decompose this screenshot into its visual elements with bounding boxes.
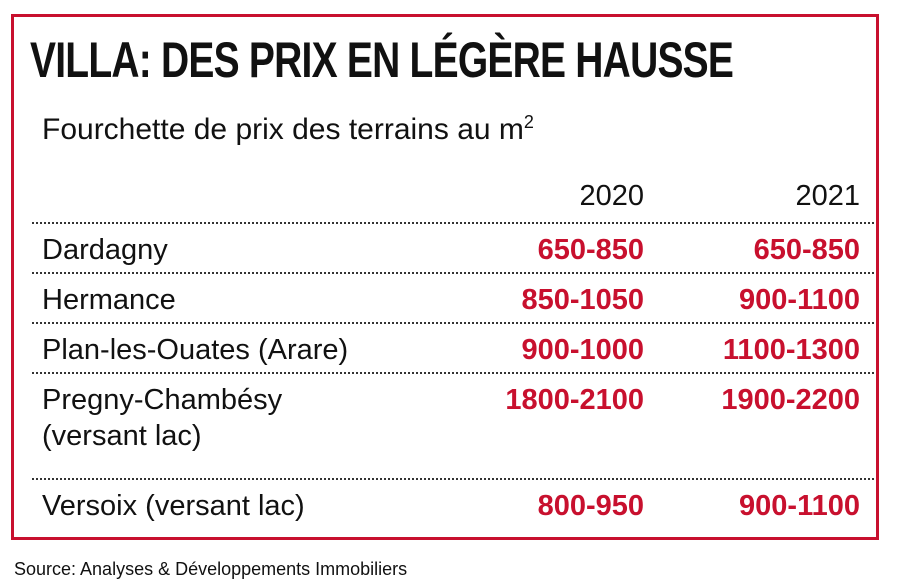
subtitle-superscript: 2 bbox=[523, 112, 534, 132]
value-2021: 1900-2200 bbox=[721, 384, 860, 416]
table-row: Versoix (versant lac) 800-950 900-1100 bbox=[32, 480, 874, 536]
value-2021: 900-1100 bbox=[739, 490, 860, 522]
column-header-2021: 2021 bbox=[795, 180, 860, 212]
row-label: Hermance bbox=[42, 284, 176, 316]
column-header-2020: 2020 bbox=[579, 180, 644, 212]
row-label: Plan-les-Ouates (Arare) bbox=[42, 334, 349, 366]
table-row: Plan-les-Ouates (Arare) 900-1000 1100-13… bbox=[32, 324, 874, 374]
price-table: 2020 2021 Dardagny 650-850 650-850 Herma… bbox=[32, 170, 874, 536]
subtitle-text: Fourchette de prix des terrains au m bbox=[42, 113, 524, 146]
value-2020: 900-1000 bbox=[521, 334, 644, 366]
value-2020: 1800-2100 bbox=[505, 384, 644, 416]
row-label: Versoix (versant lac) bbox=[42, 490, 305, 522]
value-2020: 650-850 bbox=[537, 234, 644, 266]
value-2020: 850-1050 bbox=[521, 284, 644, 316]
value-2021: 900-1100 bbox=[739, 284, 860, 316]
table-row: Dardagny 650-850 650-850 bbox=[32, 224, 874, 274]
row-label: Pregny-Chambésy (versant lac) bbox=[42, 382, 282, 454]
row-label-line2: (versant lac) bbox=[42, 420, 202, 452]
chart-frame bbox=[11, 14, 879, 540]
row-label: Dardagny bbox=[42, 234, 168, 266]
table-header-row: 2020 2021 bbox=[32, 170, 874, 224]
value-2021: 650-850 bbox=[753, 234, 860, 266]
row-label-line1: Pregny-Chambésy bbox=[42, 384, 283, 416]
chart-subtitle: Fourchette de prix des terrains au m2 bbox=[42, 112, 534, 148]
source-note: Source: Analyses & Développements Immobi… bbox=[14, 559, 408, 579]
value-2021: 1100-1300 bbox=[722, 334, 860, 366]
value-2020: 800-950 bbox=[537, 490, 644, 522]
chart-title: VILLA: DES PRIX EN LÉGÈRE HAUSSE bbox=[30, 32, 734, 88]
table-row: Hermance 850-1050 900-1100 bbox=[32, 274, 874, 324]
table-row: Pregny-Chambésy (versant lac) 1800-2100 … bbox=[32, 374, 874, 480]
